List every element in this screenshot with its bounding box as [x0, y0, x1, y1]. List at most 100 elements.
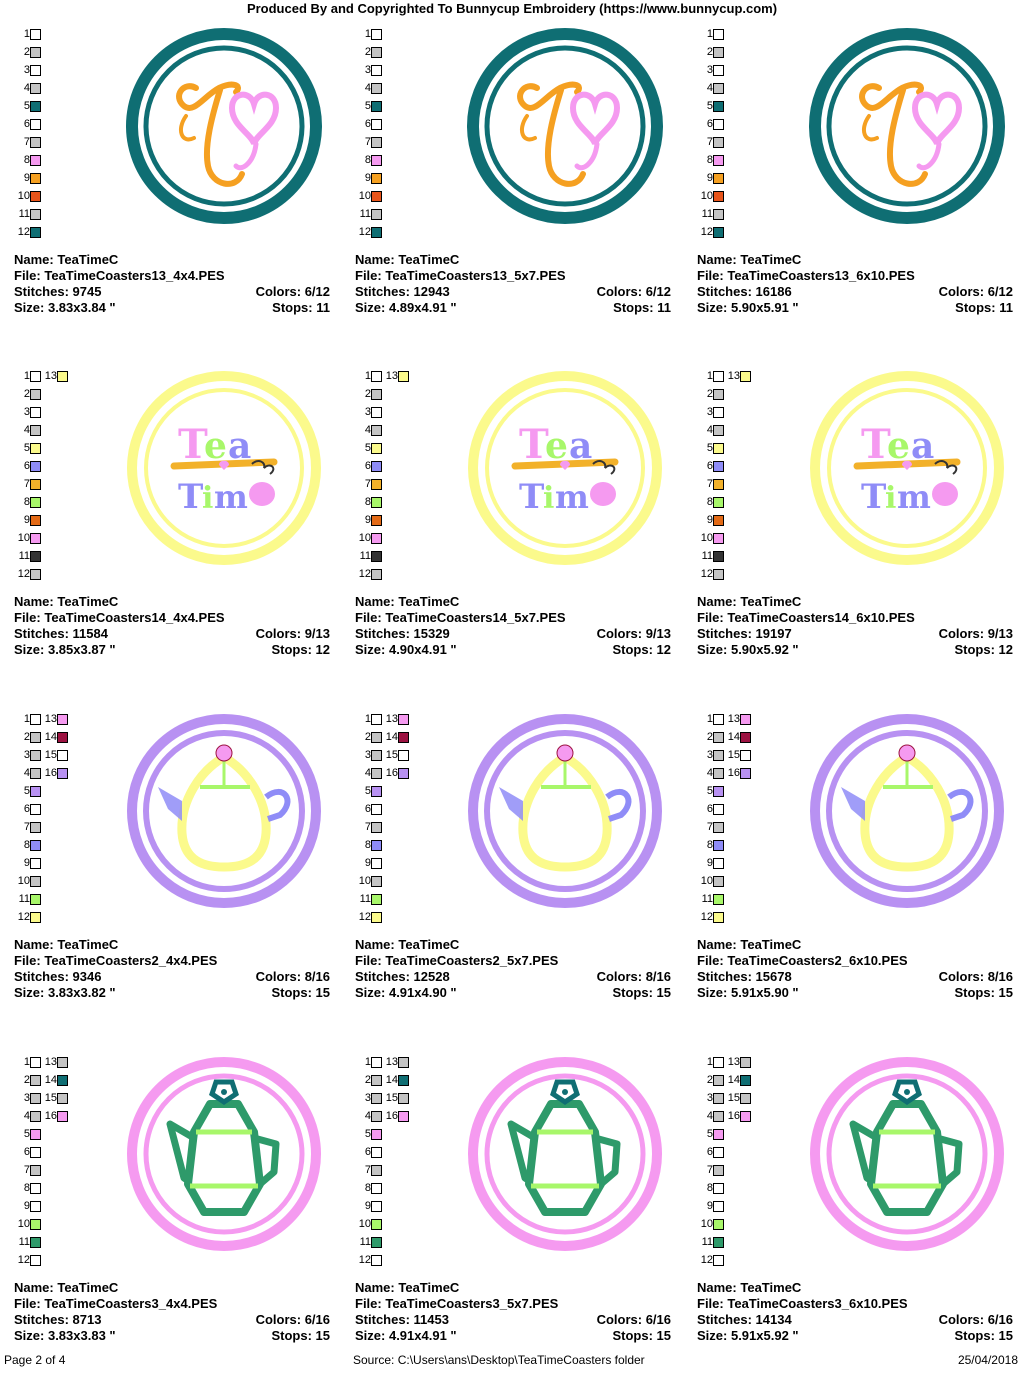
color-swatch	[30, 136, 41, 148]
design-stitches: Stitches: 14134	[697, 1312, 792, 1327]
color-swatch	[57, 767, 68, 779]
color-swatch-row: 7	[355, 134, 382, 150]
design-name: Name: TeaTimeC	[14, 937, 119, 952]
swatch-number: 8	[364, 1182, 371, 1194]
swatch-number: 5	[706, 785, 713, 797]
color-swatch	[713, 550, 724, 562]
swatch-number: 5	[706, 1128, 713, 1140]
design-colors: Colors: 6/16	[255, 1312, 330, 1327]
design-file: File: TeaTimeCoasters13_4x4.PES	[14, 268, 225, 283]
svg-text:i: i	[885, 481, 896, 516]
color-swatch	[713, 893, 724, 905]
color-swatch	[713, 1056, 724, 1068]
color-swatch-row: 1 13	[355, 711, 409, 727]
swatch-number: 10	[358, 875, 371, 887]
design-size: Size: 3.83x3.84 "	[14, 300, 116, 315]
color-swatch	[371, 1056, 382, 1068]
color-swatch	[371, 190, 382, 202]
color-swatch	[371, 1128, 382, 1140]
color-swatch	[713, 64, 724, 76]
swatch-number: 6	[23, 118, 30, 130]
color-swatch-row: 12	[14, 224, 41, 240]
swatch-number: 12	[17, 911, 30, 923]
color-swatch-row: 11	[14, 1234, 41, 1250]
design-card: 1 13 2 3 4 5 6 7 8 9 10 11 12 T e a T i m Name: TeaTi…	[14, 368, 344, 698]
color-swatch	[371, 532, 382, 544]
swatch-number: 8	[706, 839, 713, 851]
swatch-number: 8	[23, 839, 30, 851]
color-swatch	[371, 442, 382, 454]
swatch-number: 12	[700, 911, 713, 923]
color-swatch	[713, 821, 724, 833]
color-swatch	[713, 136, 724, 148]
color-swatch	[713, 1182, 724, 1194]
color-swatch-row: 10	[355, 873, 382, 889]
swatch-number: 3	[706, 1092, 713, 1104]
color-swatch-row: 4 16	[697, 765, 751, 781]
swatch-number: 6	[364, 118, 371, 130]
swatch-number: 1	[706, 370, 713, 382]
design-size: Size: 5.90x5.91 "	[697, 300, 799, 315]
color-legend: 1 13 2 14 3 15 4 16 5 6 7 8 9 10 11 12	[14, 711, 114, 941]
color-swatch-row: 8	[355, 837, 382, 853]
color-swatch	[371, 713, 382, 725]
color-swatch	[57, 749, 68, 761]
color-swatch-row: 9	[355, 170, 382, 186]
color-swatch	[371, 424, 382, 436]
embroidery-design-image	[810, 714, 1004, 908]
color-swatch	[713, 857, 724, 869]
embroidery-design-image	[810, 1057, 1004, 1251]
design-info: Name: TeaTimeC File: TeaTimeCoasters14_4…	[14, 594, 330, 658]
design-stops: Stops: 15	[954, 1328, 1013, 1343]
design-file: File: TeaTimeCoasters13_6x10.PES	[697, 268, 915, 283]
swatch-number: 12	[700, 226, 713, 238]
design-stitches: Stitches: 19197	[697, 626, 792, 641]
design-size: Size: 4.90x4.91 "	[355, 642, 457, 657]
color-swatch-row: 2 14	[355, 1072, 409, 1088]
color-swatch-row: 9	[14, 855, 41, 871]
design-name: Name: TeaTimeC	[355, 937, 460, 952]
design-stitches: Stitches: 9346	[14, 969, 102, 984]
svg-text:T: T	[178, 421, 208, 468]
color-swatch-row: 4	[697, 80, 724, 96]
embroidery-design-image	[126, 28, 322, 224]
color-swatch-row: 8	[355, 1180, 382, 1196]
color-swatch-row: 2	[355, 44, 382, 60]
color-swatch-row: 8	[697, 837, 724, 853]
swatch-number: 2	[23, 46, 30, 58]
swatch-number: 11	[359, 208, 371, 220]
swatch-number: 6	[364, 460, 371, 472]
color-swatch	[30, 1110, 41, 1122]
color-swatch	[713, 190, 724, 202]
design-colors: Colors: 6/12	[938, 284, 1013, 299]
color-legend: 1 13 2 14 3 15 4 16 5 6 7 8 9 10 11 12	[697, 711, 797, 941]
swatch-number: 6	[23, 1146, 30, 1158]
swatch-number: 12	[700, 1254, 713, 1266]
color-swatch-row: 1 13	[697, 368, 751, 384]
color-swatch-row: 11	[355, 1234, 382, 1250]
swatch-number: 3	[706, 749, 713, 761]
color-legend: 1 13 2 14 3 15 4 16 5 6 7 8 9 10 11 12	[697, 1054, 797, 1284]
design-info: Name: TeaTimeC File: TeaTimeCoasters2_6x…	[697, 937, 1013, 1001]
color-swatch	[713, 731, 724, 743]
color-swatch	[371, 550, 382, 562]
color-swatch	[30, 767, 41, 779]
swatch-number: 16	[44, 767, 57, 779]
color-swatch-row: 7	[697, 476, 724, 492]
color-swatch	[30, 1164, 41, 1176]
swatch-number: 10	[700, 532, 713, 544]
design-name: Name: TeaTimeC	[697, 594, 802, 609]
color-swatch	[713, 46, 724, 58]
color-swatch-row: 5	[355, 98, 382, 114]
design-file: File: TeaTimeCoasters2_4x4.PES	[14, 953, 218, 968]
color-swatch-row: 6	[14, 1144, 41, 1160]
color-swatch	[371, 749, 382, 761]
color-swatch-row: 7	[697, 819, 724, 835]
swatch-number: 14	[385, 731, 398, 743]
color-swatch	[398, 731, 409, 743]
color-swatch-row: 12	[697, 1252, 724, 1268]
design-card: 1 13 2 3 4 5 6 7 8 9 10 11 12 T e a T i m Name: TeaTi…	[355, 368, 685, 698]
color-swatch	[713, 478, 724, 490]
color-swatch	[371, 767, 382, 779]
color-swatch	[740, 713, 751, 725]
